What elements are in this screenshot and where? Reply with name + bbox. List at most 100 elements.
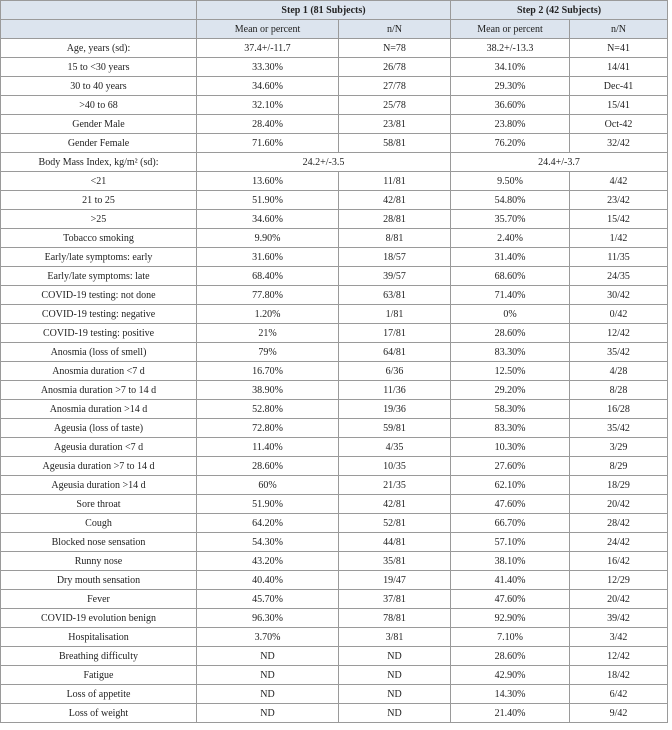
- cell: 34.10%: [450, 57, 571, 77]
- cell: 3/29: [569, 437, 669, 457]
- cell: 8/28: [569, 380, 669, 400]
- cell: 7.10%: [450, 627, 571, 647]
- cell: 58/81: [337, 133, 452, 153]
- cell: 71.60%: [196, 133, 339, 153]
- cell: 92.90%: [450, 608, 571, 628]
- cell: 16/28: [569, 399, 669, 419]
- cell: 44/81: [337, 532, 452, 552]
- cell: 23/42: [569, 190, 669, 210]
- cell: 66.70%: [450, 513, 571, 533]
- cell: 34.60%: [196, 76, 339, 96]
- cell: 28.60%: [450, 323, 571, 343]
- cell: 23/81: [337, 114, 452, 134]
- cell: 59/81: [337, 418, 452, 438]
- cell: 42.90%: [450, 665, 571, 685]
- table-row: Cough 64.20% 52/81 66.70% 28/42: [0, 513, 669, 533]
- cell: 28.60%: [196, 456, 339, 476]
- table-row: COVID-19 testing: positive 21% 17/81 28.60%…: [0, 323, 669, 343]
- table-row: Loss of appetite ND ND 14.30% 6/42: [0, 684, 669, 704]
- cell: 1/81: [337, 304, 452, 324]
- cell: 10.30%: [450, 437, 571, 457]
- cell: 63/81: [337, 285, 452, 305]
- table-row: 30 to 40 years 34.60% 27/78 29.30% Dec-41: [0, 76, 669, 96]
- table-row: Gender Female 71.60% 58/81 76.20% 32/42: [0, 133, 669, 153]
- table-body: Age, years (sd): 37.4+/-11.7 N=78 38.2+/-13…: [0, 38, 669, 723]
- cell: 28/81: [337, 209, 452, 229]
- cell: 33.30%: [196, 57, 339, 77]
- cell: 54.30%: [196, 532, 339, 552]
- cell: 27/78: [337, 76, 452, 96]
- cell: 83.30%: [450, 342, 571, 362]
- cell: 2.40%: [450, 228, 571, 248]
- cell: 30/42: [569, 285, 669, 305]
- cell: 40.40%: [196, 570, 339, 590]
- table-row: Anosmia duration <7 d 16.70% 6/36 12.50% 4/2…: [0, 361, 669, 381]
- cell: 11/35: [569, 247, 669, 267]
- table-row: Anosmia duration >7 to 14 d 38.90% 11/36 29…: [0, 380, 669, 400]
- cell: 64.20%: [196, 513, 339, 533]
- row-label: <21: [0, 171, 197, 191]
- table-row: Loss of weight ND ND 21.40% 9/42: [0, 703, 669, 723]
- cell: 6/42: [569, 684, 669, 704]
- table-row: Breathing difficulty ND ND 28.60% 12/42: [0, 646, 669, 666]
- cell: 9.50%: [450, 171, 571, 191]
- row-label: Dry mouth sensation: [0, 570, 197, 590]
- row-label: >25: [0, 209, 197, 229]
- cell: 24.2+/-3.5: [195, 152, 452, 172]
- cell: ND: [337, 684, 452, 704]
- row-label: Early/late symptoms: late: [0, 266, 197, 286]
- cell: 28/42: [569, 513, 669, 533]
- cell: 16.70%: [196, 361, 339, 381]
- table-row: COVID-19 testing: negative 1.20% 1/81 0% 0/4…: [0, 304, 669, 324]
- cell: 28.40%: [196, 114, 339, 134]
- table-row: COVID-19 testing: not done 77.80% 63/81 71.…: [0, 285, 669, 305]
- sub-header: n/N: [569, 19, 669, 39]
- cell: 52/81: [337, 513, 452, 533]
- table-row: Dry mouth sensation 40.40% 19/47 41.40% 12/2…: [0, 570, 669, 590]
- row-label: Sore throat: [0, 494, 197, 514]
- cell: 38.10%: [450, 551, 571, 571]
- cell: 4/42: [569, 171, 669, 191]
- table-row: Fatigue ND ND 42.90% 18/42: [0, 665, 669, 685]
- cell: 3.70%: [196, 627, 339, 647]
- table-row: 21 to 25 51.90% 42/81 54.80% 23/42: [0, 190, 669, 210]
- group-header: Step 1 (81 Subjects): [195, 0, 452, 20]
- cell: 12/42: [569, 646, 669, 666]
- cell: 8/29: [569, 456, 669, 476]
- table-row: Runny nose 43.20% 35/81 38.10% 16/42: [0, 551, 669, 571]
- table-row: Anosmia duration >14 d 52.80% 19/36 58.30% 1…: [0, 399, 669, 419]
- cell: 21/35: [337, 475, 452, 495]
- row-label: >40 to 68: [0, 95, 197, 115]
- row-label: Body Mass Index, kg/m² (sd):: [0, 152, 197, 172]
- cell: 29.30%: [450, 76, 571, 96]
- table-row: Anosmia (loss of smell) 79% 64/81 83.30% 35/…: [0, 342, 669, 362]
- cell: 21%: [196, 323, 339, 343]
- cell: 64/81: [337, 342, 452, 362]
- table-row: Blocked nose sensation 54.30% 44/81 57.10% 2…: [0, 532, 669, 552]
- cell: 25/78: [337, 95, 452, 115]
- row-label: Anosmia (loss of smell): [0, 342, 197, 362]
- cell: 39/42: [569, 608, 669, 628]
- cell: 14/41: [569, 57, 669, 77]
- cell: 60%: [196, 475, 339, 495]
- cell: 17/81: [337, 323, 452, 343]
- cell: 29.20%: [450, 380, 571, 400]
- row-label: Hospitalisation: [0, 627, 197, 647]
- cell: 10/35: [337, 456, 452, 476]
- cell: N=41: [569, 38, 669, 58]
- cell: 11.40%: [196, 437, 339, 457]
- row-label: Ageusia (loss of taste): [0, 418, 197, 438]
- cell: 13.60%: [196, 171, 339, 191]
- row-label: COVID-19 testing: not done: [0, 285, 197, 305]
- cell: 78/81: [337, 608, 452, 628]
- cell: 35/42: [569, 418, 669, 438]
- cell: 51.90%: [196, 190, 339, 210]
- row-label: COVID-19 testing: positive: [0, 323, 197, 343]
- table-row: Ageusia duration >14 d 60% 21/35 62.10% 18/2…: [0, 475, 669, 495]
- row-label: Loss of appetite: [0, 684, 197, 704]
- cell: 36.60%: [450, 95, 571, 115]
- cell: 20/42: [569, 589, 669, 609]
- table-row: Sore throat 51.90% 42/81 47.60% 20/42: [0, 494, 669, 514]
- cell: 42/81: [337, 190, 452, 210]
- cell: 51.90%: [196, 494, 339, 514]
